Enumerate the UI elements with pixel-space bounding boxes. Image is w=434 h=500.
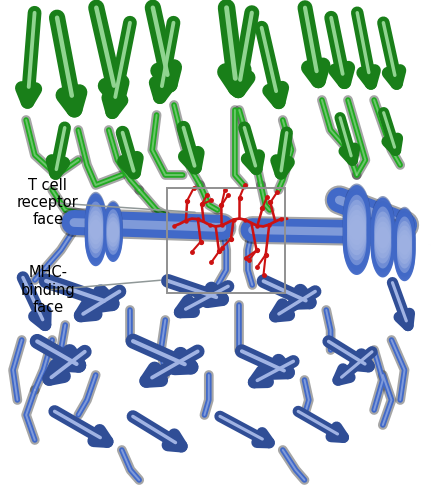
Polygon shape: [370, 212, 394, 272]
Polygon shape: [88, 202, 103, 240]
Polygon shape: [342, 195, 370, 260]
Polygon shape: [396, 216, 411, 255]
Polygon shape: [370, 208, 394, 268]
Polygon shape: [370, 202, 394, 262]
Polygon shape: [103, 210, 122, 258]
Polygon shape: [342, 204, 370, 268]
Polygon shape: [396, 221, 411, 260]
Polygon shape: [103, 202, 122, 250]
Polygon shape: [342, 210, 370, 275]
Polygon shape: [393, 208, 414, 263]
Polygon shape: [396, 226, 411, 264]
Polygon shape: [342, 208, 370, 274]
Polygon shape: [373, 226, 391, 268]
Polygon shape: [88, 220, 103, 258]
Polygon shape: [346, 210, 365, 255]
Bar: [167, 188, 284, 292]
Polygon shape: [346, 220, 365, 265]
Polygon shape: [106, 217, 119, 251]
Text: MHC-
binding
face: MHC- binding face: [20, 265, 75, 315]
Polygon shape: [346, 200, 365, 245]
Polygon shape: [103, 206, 122, 254]
Polygon shape: [342, 190, 370, 255]
Polygon shape: [396, 230, 411, 268]
Polygon shape: [88, 215, 103, 254]
Polygon shape: [103, 204, 122, 252]
Polygon shape: [370, 196, 394, 256]
Polygon shape: [85, 210, 106, 264]
Polygon shape: [393, 220, 414, 275]
Polygon shape: [85, 207, 106, 262]
Polygon shape: [370, 206, 394, 266]
Polygon shape: [85, 194, 106, 248]
Polygon shape: [393, 216, 414, 270]
Polygon shape: [393, 222, 414, 276]
Polygon shape: [85, 196, 106, 251]
Polygon shape: [103, 200, 122, 248]
Polygon shape: [85, 202, 106, 257]
Polygon shape: [85, 206, 106, 260]
Polygon shape: [106, 213, 119, 247]
Polygon shape: [85, 198, 106, 252]
Polygon shape: [342, 200, 370, 265]
Polygon shape: [373, 212, 391, 254]
Polygon shape: [106, 209, 119, 243]
Polygon shape: [342, 185, 370, 250]
Polygon shape: [370, 218, 394, 278]
Polygon shape: [88, 210, 103, 249]
Polygon shape: [85, 201, 106, 256]
Polygon shape: [342, 184, 370, 248]
Polygon shape: [393, 207, 414, 262]
Polygon shape: [346, 195, 365, 240]
Polygon shape: [103, 208, 122, 256]
Polygon shape: [85, 192, 106, 246]
Polygon shape: [103, 214, 122, 262]
Polygon shape: [370, 216, 394, 276]
Polygon shape: [346, 215, 365, 260]
Polygon shape: [88, 206, 103, 244]
Polygon shape: [370, 201, 394, 261]
Polygon shape: [346, 205, 365, 250]
Polygon shape: [370, 211, 394, 271]
Polygon shape: [342, 205, 370, 270]
Polygon shape: [393, 213, 414, 268]
Polygon shape: [393, 226, 414, 281]
Polygon shape: [393, 212, 414, 266]
Text: T cell
receptor
face: T cell receptor face: [17, 178, 79, 228]
Polygon shape: [342, 188, 370, 254]
Polygon shape: [342, 198, 370, 264]
Polygon shape: [393, 218, 414, 272]
Polygon shape: [106, 221, 119, 255]
Polygon shape: [373, 206, 391, 248]
Polygon shape: [396, 234, 411, 273]
Polygon shape: [373, 216, 391, 258]
Polygon shape: [85, 212, 106, 266]
Polygon shape: [342, 194, 370, 258]
Polygon shape: [370, 198, 394, 258]
Polygon shape: [373, 222, 391, 264]
Polygon shape: [393, 225, 414, 280]
Polygon shape: [103, 212, 122, 260]
